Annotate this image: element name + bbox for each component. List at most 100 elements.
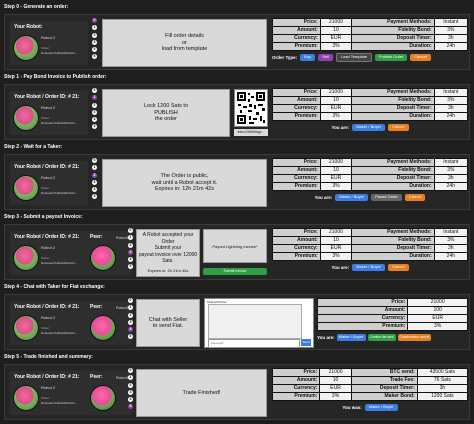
cell: 3% [319,112,353,121]
chat-window: Chat with Peer Message* Send [204,298,314,348]
cell: 3h [433,244,469,253]
step-dot[interactable]: 1 [128,235,133,241]
maker-buyer-button[interactable]: Maker / Buyer [352,264,386,271]
step-dot[interactable]: 3 [128,249,133,255]
step-dot[interactable]: 5 [92,194,97,200]
step-dot[interactable]: 5 [128,334,133,340]
cell: Price: [271,368,321,377]
submit-invoice-button[interactable]: Submit Invoice [203,268,267,275]
step-dot[interactable]: 5 [92,54,97,60]
step-dot[interactable]: 0 [92,18,97,23]
step-dot[interactable]: 2 [128,312,133,318]
cell: Currency: [272,244,321,253]
peer-name: RoboXY [116,305,131,310]
robot-name: Robot 2 [41,315,56,320]
cell: 10 [319,96,353,105]
step-dot[interactable]: 0 [92,88,97,93]
buy-button[interactable]: Buy [300,54,316,61]
collaborative-cancel-button[interactable]: Collaborative cancel [397,334,432,341]
maker-buyer-button[interactable]: Maker / Buyer [336,334,366,341]
cell: Instant [433,158,469,167]
cell: EUR [319,34,353,43]
cell: Duration: [351,252,435,261]
step-title: Step 2 - Wait for a Taker: [4,144,63,150]
robot-card: Your Robot: Robot 2 Token: Robosats7bdbd… [10,21,88,65]
cell: Duration: [351,182,435,191]
pause-order-button[interactable]: Pause Order [371,194,402,201]
cell: Fidelity Bond: [351,26,435,35]
cell: Deposit Timer: [351,244,435,253]
robot-token: Robosats7bdbde08e6111... [41,331,78,335]
cell: 3% [433,166,469,175]
step-dot[interactable]: 3 [128,319,133,325]
stepper: 0 1 2 3 4 5 [92,158,98,202]
step-dot[interactable]: 3 [128,389,133,395]
step-dot[interactable]: 2 [92,102,97,108]
robot-token: Robosats7bdbde08e6111... [41,191,78,195]
send-button[interactable]: Send [301,339,311,346]
step-dot[interactable]: 2 [92,32,97,38]
cancel-button[interactable]: Cancel [388,264,409,271]
step-dot[interactable]: 3 [92,179,97,185]
cell: 3h [433,174,469,183]
qr-code-icon[interactable] [234,89,268,127]
cancel-button[interactable]: Cancel [388,124,409,131]
cell: 21000 [319,158,353,167]
maker-buyer-button[interactable]: Maker / Buyer [364,404,398,411]
cell: Price: [272,158,321,167]
load-template-button[interactable]: Load Template [335,53,372,62]
step-dot[interactable]: 4 [92,117,97,123]
step-dot[interactable]: 2 [128,242,133,248]
step-dot[interactable]: 1 [92,165,97,171]
cell: Price: [272,228,321,237]
cell: Payment Methods: [351,88,435,97]
step-dot[interactable]: 4 [92,187,97,193]
maker-buyer-button[interactable]: Maker / Buyer [335,194,369,201]
maker-buyer-button[interactable]: Maker / Buyer [352,124,386,131]
payout-invoice-field[interactable]: Payout Lightning Invoice* [203,229,267,263]
robot-avatar [13,385,39,411]
publish-order-button[interactable]: Publish Order [374,54,408,61]
step-dot[interactable]: 3 [92,109,97,115]
step-dot[interactable]: 2 [128,382,133,388]
step-dot[interactable]: 5 [128,404,133,410]
message-input[interactable]: Message* [208,339,300,348]
step-dot[interactable]: 0 [128,228,133,233]
sell-button[interactable]: Sell [318,54,333,61]
cell: Instant [433,18,469,27]
step-dot[interactable]: 1 [92,95,97,101]
cell: Amount: [271,376,321,385]
step-dot[interactable]: 5 [92,124,97,130]
order-form-panel[interactable]: Fill order details or load from template [102,19,267,67]
robot-name: Robot 2 [41,245,56,250]
step-dot[interactable]: 5 [128,264,133,270]
step-dot[interactable]: 2 [92,172,97,178]
step-dot[interactable]: 0 [128,298,133,303]
step-dot[interactable]: 4 [128,327,133,333]
step-dot[interactable]: 3 [92,39,97,45]
order-info-table: Price: 21000 Payment Methods: Instant Amoun… [272,158,469,208]
cancel-button[interactable]: Cancel [410,54,431,61]
cell: BTC send: [350,368,418,377]
cell: Instant [433,228,469,237]
step-dot[interactable]: 1 [128,305,133,311]
confirm-fiat-sent-button[interactable]: Confirm fiat sent [367,334,396,341]
step-dot[interactable]: 4 [128,397,133,403]
cell: Duration: [351,112,435,121]
invoice-address[interactable]: lnbc12lSbt0xpp... [234,129,268,136]
role-bar: You are: Maker / Buyer Cancel [272,263,468,272]
robot-name: Robot 2 [41,175,56,180]
step-dot[interactable]: 0 [92,158,97,163]
chat-messages[interactable] [208,304,302,339]
robot-header: Your Robot / Order ID: # 21: [14,374,80,380]
step-dot[interactable]: 1 [92,25,97,31]
step-dot[interactable]: 4 [128,257,133,263]
panel-line: or [182,39,187,46]
step-dot[interactable]: 1 [128,375,133,381]
panel-line: The Order is public, [160,173,209,180]
cancel-button[interactable]: Cancel [404,194,426,201]
cell: 24h [433,252,469,261]
order-info-table: Price: 21000 Amount: 100 Currency: EUR Prem… [316,298,468,348]
step-dot[interactable]: 4 [92,47,97,53]
step-dot[interactable]: 0 [128,368,133,373]
